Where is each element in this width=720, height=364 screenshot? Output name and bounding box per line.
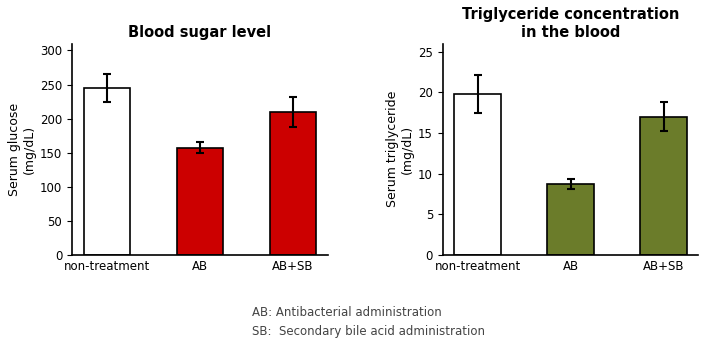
Bar bbox=[547, 184, 594, 255]
Text: AB: Antibacterial administration
SB:  Secondary bile acid administration: AB: Antibacterial administration SB: Sec… bbox=[252, 306, 485, 338]
Bar bbox=[84, 88, 130, 255]
Bar bbox=[176, 148, 223, 255]
Title: Triglyceride concentration
in the blood: Triglyceride concentration in the blood bbox=[462, 7, 679, 40]
Bar bbox=[640, 117, 687, 255]
Bar bbox=[269, 112, 316, 255]
Title: Blood sugar level: Blood sugar level bbox=[128, 25, 271, 40]
Bar bbox=[454, 94, 501, 255]
Y-axis label: Serum glucose
(mg/dL): Serum glucose (mg/dL) bbox=[8, 103, 36, 196]
Y-axis label: Serum triglyceride
(mg/dL): Serum triglyceride (mg/dL) bbox=[386, 91, 414, 207]
